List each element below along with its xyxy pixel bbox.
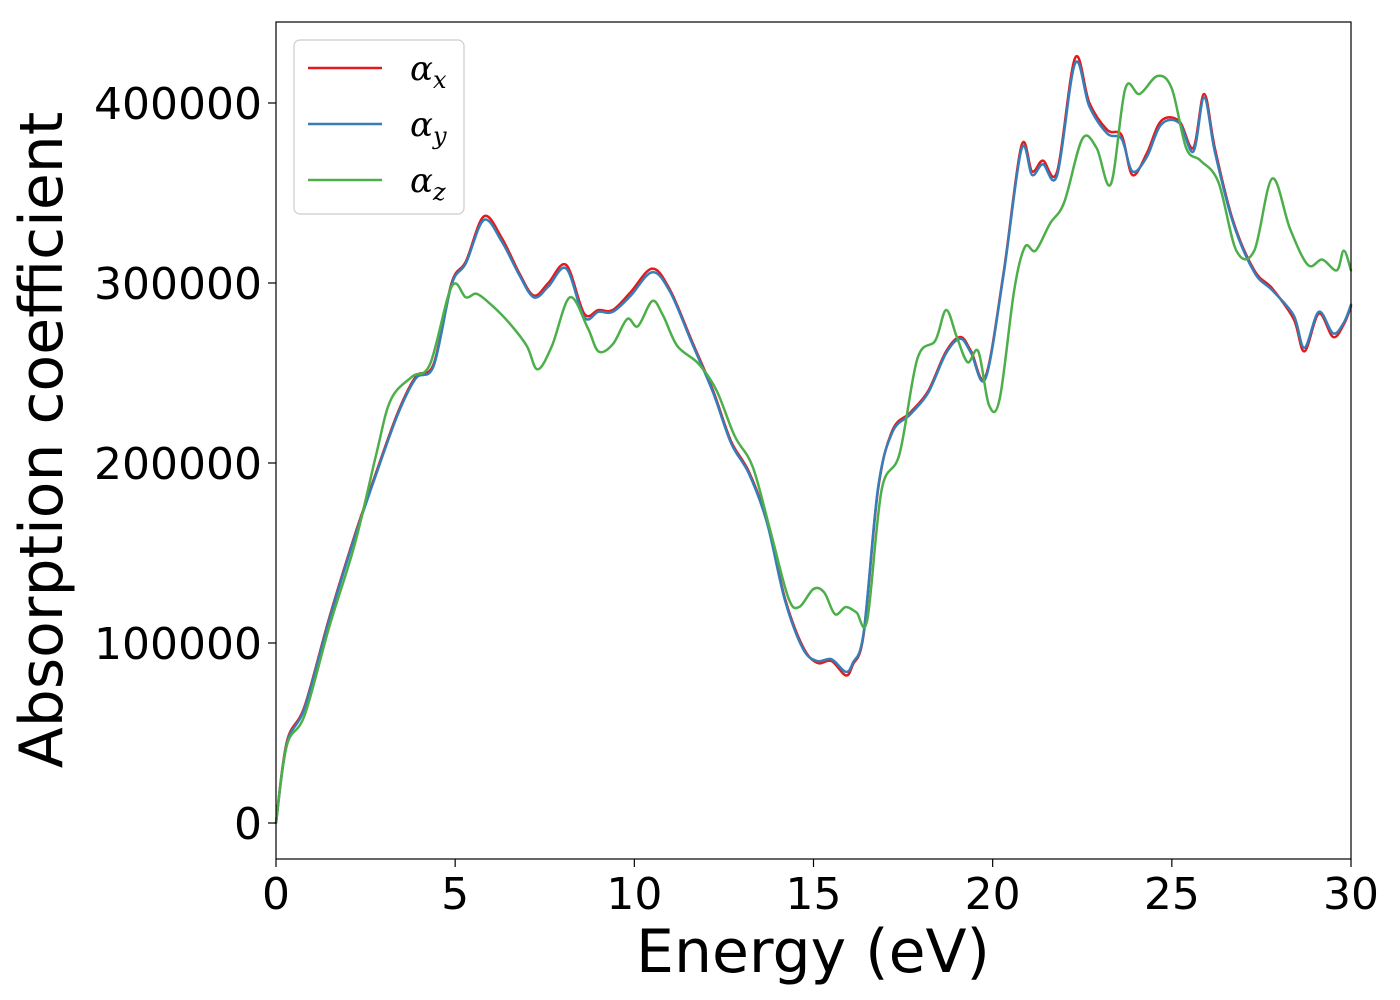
- y-tick-label: 300000: [94, 259, 262, 310]
- y-tick-label: 200000: [94, 439, 262, 490]
- y-tick-label: 400000: [94, 79, 262, 130]
- x-tick-label: 30: [1323, 869, 1379, 920]
- y-tick-label: 100000: [94, 619, 262, 670]
- x-tick-label: 20: [965, 869, 1021, 920]
- y-axis-label: Absorption coefficient: [7, 112, 77, 769]
- x-tick-label: 5: [441, 869, 469, 920]
- series-layer: [274, 54, 1353, 825]
- x-tick-label: 15: [786, 869, 842, 920]
- x-tick-label: 10: [606, 869, 662, 920]
- legend-frame: [293, 39, 465, 215]
- y-axis-ticks: 0 100000 200000 300000 400000: [94, 79, 276, 850]
- legend-label-y: αy: [410, 105, 447, 150]
- legend-label-x: αx: [410, 49, 447, 94]
- x-tick-label: 25: [1144, 869, 1200, 920]
- x-axis-ticks: 0 5 10 15 20 25 30: [262, 859, 1379, 920]
- legend-label-z: αz: [410, 161, 446, 206]
- series-line-z: [274, 74, 1353, 825]
- x-tick-label: 0: [262, 869, 290, 920]
- series-line-y: [274, 60, 1353, 825]
- x-axis-label: Energy (eV): [636, 917, 990, 987]
- legend: αx αy αz: [293, 39, 465, 215]
- y-tick-label: 0: [234, 799, 262, 850]
